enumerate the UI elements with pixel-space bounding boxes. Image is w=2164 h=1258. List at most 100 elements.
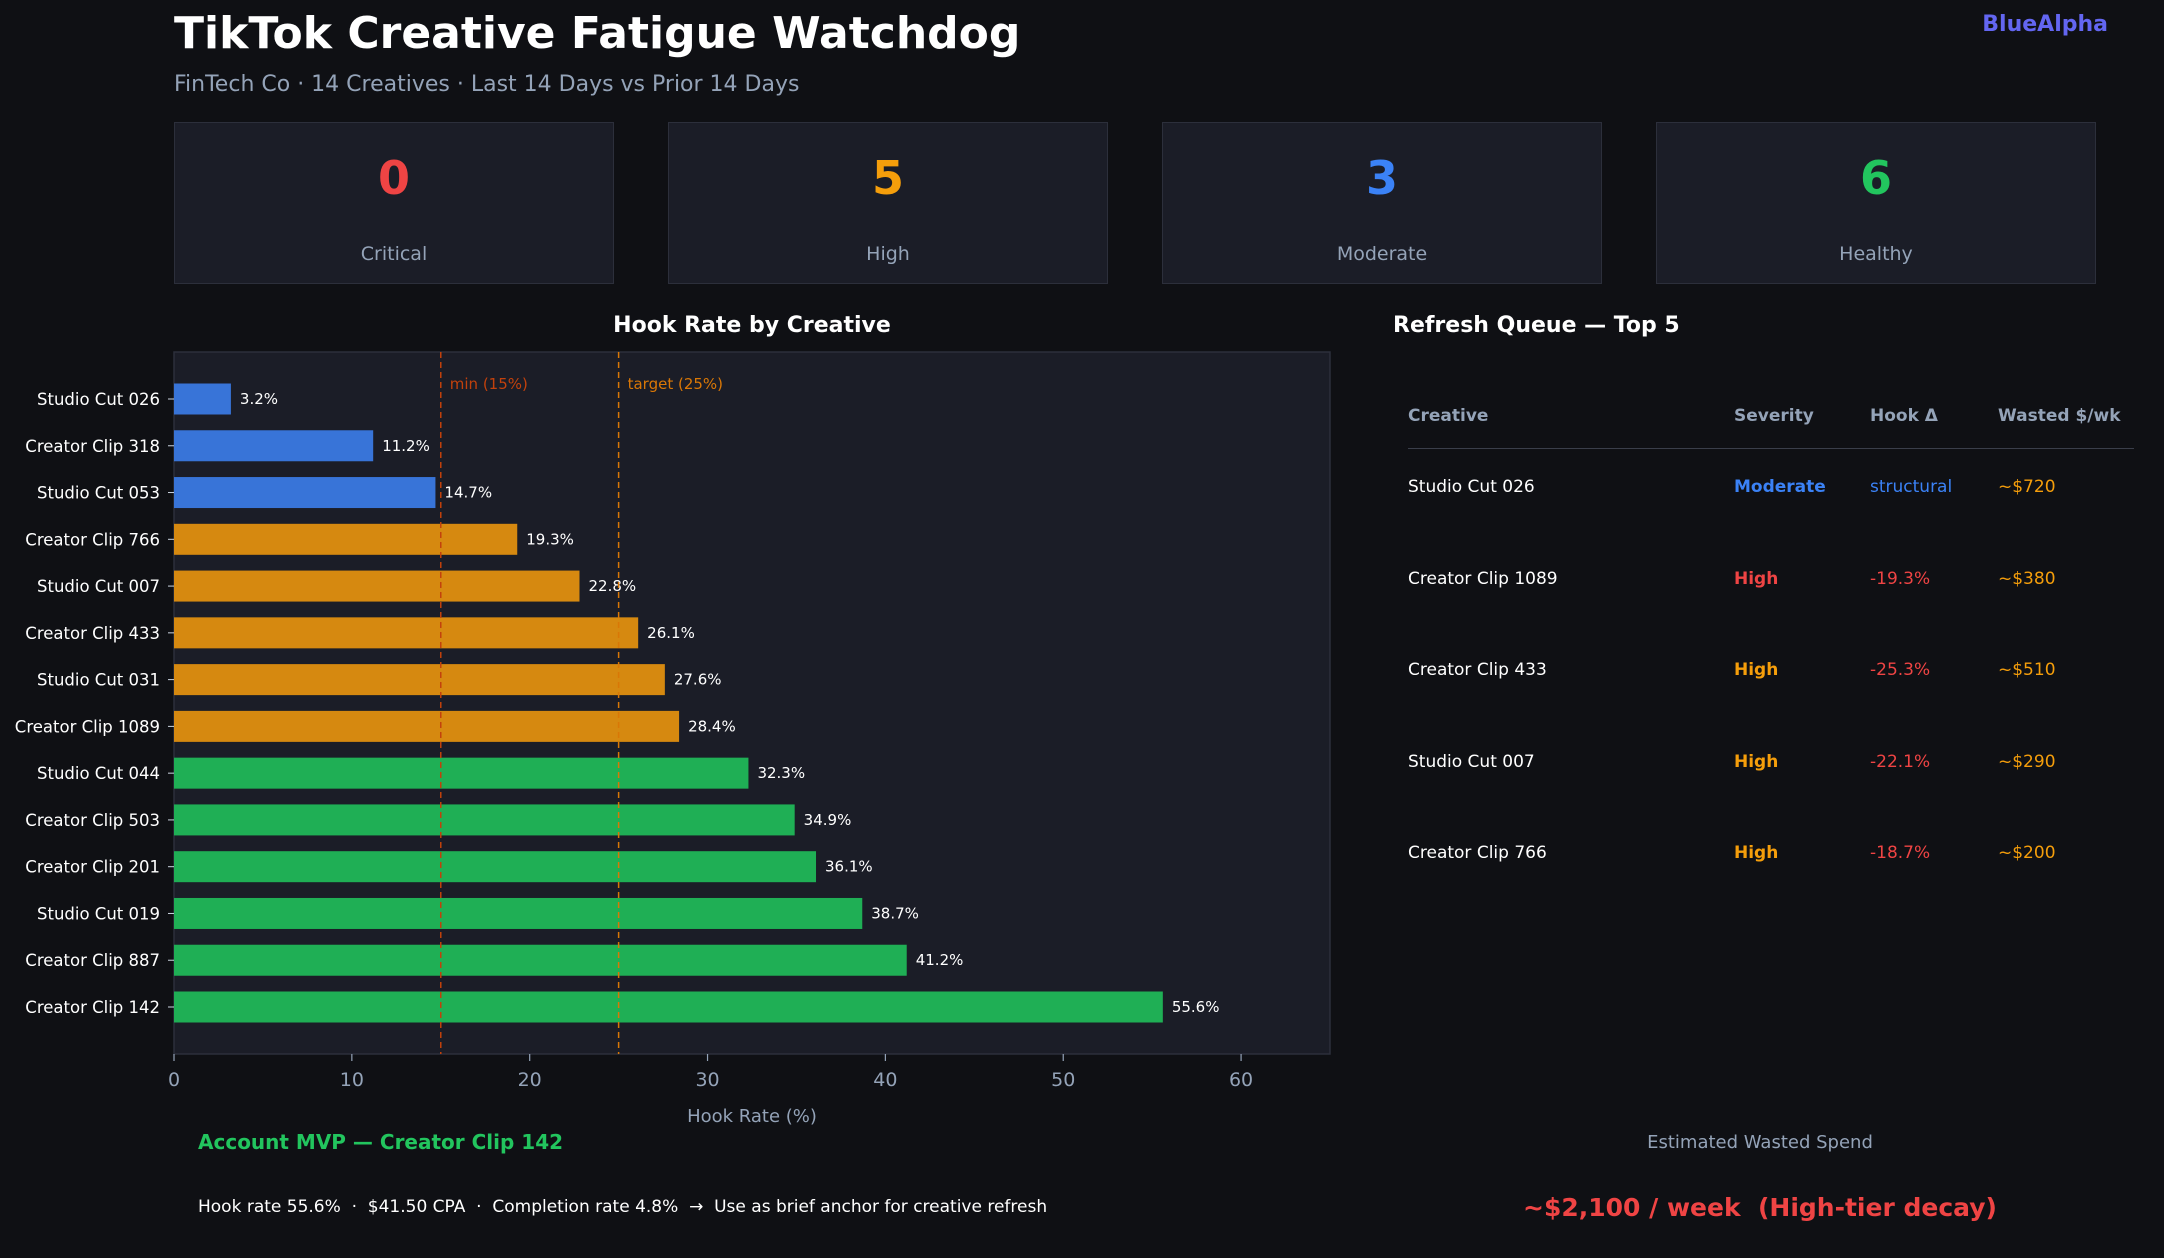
bar-value-label: 55.6% — [1172, 998, 1220, 1016]
queue-cell-wasted: ~$290 — [1998, 751, 2056, 772]
card-count: 5 — [871, 151, 904, 205]
y-tick-label: Creator Clip 433 — [25, 624, 160, 643]
bar — [174, 523, 518, 555]
bar-value-label: 14.7% — [444, 484, 492, 502]
queue-header-creative: Creative — [1408, 406, 1489, 426]
y-tick-label: Creator Clip 887 — [25, 951, 160, 970]
card-count: 6 — [1859, 151, 1892, 205]
queue-cell-wasted: ~$720 — [1998, 477, 2056, 497]
y-tick-label: Creator Clip 503 — [25, 811, 160, 830]
queue-divider — [1408, 448, 2134, 449]
wasted-spend-label: Estimated Wasted Spend — [1647, 1132, 1873, 1153]
hook-rate-chart: 3.2% Studio Cut 026 11.2% Creator Clip 318 1… — [15, 351, 1331, 1127]
summary-card-high: 5 High — [668, 122, 1108, 284]
bar-value-label: 38.7% — [871, 904, 919, 922]
queue-cell-hook-delta: -22.1% — [1870, 751, 1931, 772]
bar-value-label: 3.2% — [240, 390, 278, 408]
reference-line-label: min (15%) — [450, 375, 528, 393]
bar-value-label: 32.3% — [757, 764, 805, 782]
queue-header-wasted: Wasted $/wk — [1998, 406, 2121, 426]
plot-area — [173, 351, 1331, 1055]
bar — [174, 991, 1163, 1023]
y-tick-label: Studio Cut 044 — [37, 764, 160, 783]
y-tick-label: Studio Cut 026 — [37, 390, 160, 409]
queue-cell-creative: Studio Cut 007 — [1408, 751, 1535, 772]
y-tick-label: Studio Cut 031 — [37, 671, 160, 690]
bar — [174, 383, 231, 415]
bar-value-label: 11.2% — [382, 437, 430, 455]
queue-cell-severity: Moderate — [1734, 477, 1826, 497]
card-label: Moderate — [1336, 243, 1428, 265]
x-tick-label: 20 — [518, 1069, 542, 1091]
summary-card-moderate: 3 Moderate — [1162, 122, 1602, 284]
x-tick-label: 30 — [695, 1069, 719, 1091]
card-label: Critical — [360, 243, 428, 265]
bar-value-label: 36.1% — [825, 858, 873, 876]
x-tick-label: 0 — [168, 1069, 180, 1091]
y-tick-label: Creator Clip 318 — [25, 437, 160, 456]
queue-cell-severity: High — [1734, 660, 1779, 680]
bar — [174, 430, 374, 462]
x-tick-label: 10 — [340, 1069, 364, 1091]
bar — [174, 804, 795, 836]
bar — [174, 897, 863, 929]
queue-cell-wasted: ~$380 — [1998, 568, 2056, 589]
queue-header-severity: Severity — [1734, 406, 1814, 426]
bar-value-label: 41.2% — [916, 951, 964, 969]
queue-cell-severity: High — [1734, 843, 1779, 863]
x-tick-label: 60 — [1229, 1069, 1253, 1091]
queue-cell-creative: Creator Clip 1089 — [1408, 568, 1558, 589]
bar — [174, 664, 665, 696]
bar — [174, 477, 436, 509]
queue-cell-hook-delta: -18.7% — [1870, 843, 1931, 863]
refresh-queue-title: Refresh Queue — Top 5 — [1393, 313, 1680, 338]
queue-cell-severity: High — [1734, 751, 1779, 772]
y-tick-label: Creator Clip 766 — [25, 530, 160, 549]
bar — [174, 851, 817, 883]
chart-title: Hook Rate by Creative — [613, 313, 891, 338]
y-tick-label: Creator Clip 1089 — [15, 717, 160, 736]
queue-cell-wasted: ~$510 — [1998, 660, 2056, 680]
bar-value-label: 19.3% — [526, 530, 574, 548]
page-title: TikTok Creative Fatigue Watchdog — [174, 8, 1021, 59]
y-tick-label: Studio Cut 007 — [37, 577, 160, 596]
card-count: 3 — [1365, 151, 1398, 205]
queue-cell-creative: Creator Clip 433 — [1408, 660, 1547, 680]
card-count: 0 — [377, 151, 410, 205]
x-tick-label: 40 — [873, 1069, 897, 1091]
bar — [174, 944, 907, 976]
queue-cell-hook-delta: structural — [1870, 477, 1953, 497]
bar-value-label: 34.9% — [804, 811, 852, 829]
bar — [174, 757, 749, 789]
queue-cell-hook-delta: -25.3% — [1870, 660, 1931, 680]
brand-logo: BlueAlpha — [1982, 12, 2108, 37]
wasted-spend-value: ~$2,100 / week (High-tier decay) — [1523, 1193, 1997, 1222]
x-tick-label: 50 — [1051, 1069, 1075, 1091]
queue-cell-hook-delta: -19.3% — [1870, 568, 1931, 589]
reference-line-label: target (25%) — [628, 375, 723, 393]
y-tick-label: Studio Cut 019 — [37, 904, 160, 923]
summary-card-critical: 0 Critical — [174, 122, 614, 284]
bar-value-label: 22.8% — [588, 577, 636, 595]
queue-cell-creative: Studio Cut 026 — [1408, 477, 1535, 497]
page-subtitle: FinTech Co · 14 Creatives · Last 14 Days… — [174, 72, 800, 97]
y-tick-label: Creator Clip 201 — [25, 858, 160, 877]
bar — [174, 617, 639, 649]
x-axis-label: Hook Rate (%) — [687, 1106, 817, 1127]
y-tick-label: Creator Clip 142 — [25, 998, 160, 1017]
queue-cell-creative: Creator Clip 766 — [1408, 843, 1547, 863]
bar-value-label: 26.1% — [647, 624, 695, 642]
mvp-title: Account MVP — Creator Clip 142 — [198, 1130, 564, 1154]
y-tick-label: Studio Cut 053 — [37, 484, 160, 503]
summary-card-healthy: 6 Healthy — [1656, 122, 2096, 284]
queue-header-hook-delta: Hook Δ — [1870, 406, 1938, 426]
card-label: High — [866, 243, 910, 265]
bar-value-label: 28.4% — [688, 717, 736, 735]
mvp-detail: Hook rate 55.6% · $41.50 CPA · Completio… — [198, 1197, 1048, 1217]
card-label: Healthy — [1839, 243, 1913, 265]
queue-cell-wasted: ~$200 — [1998, 843, 2056, 863]
bar — [174, 570, 580, 602]
bar-value-label: 27.6% — [674, 671, 722, 689]
bar — [174, 710, 680, 742]
queue-cell-severity: High — [1734, 568, 1779, 589]
